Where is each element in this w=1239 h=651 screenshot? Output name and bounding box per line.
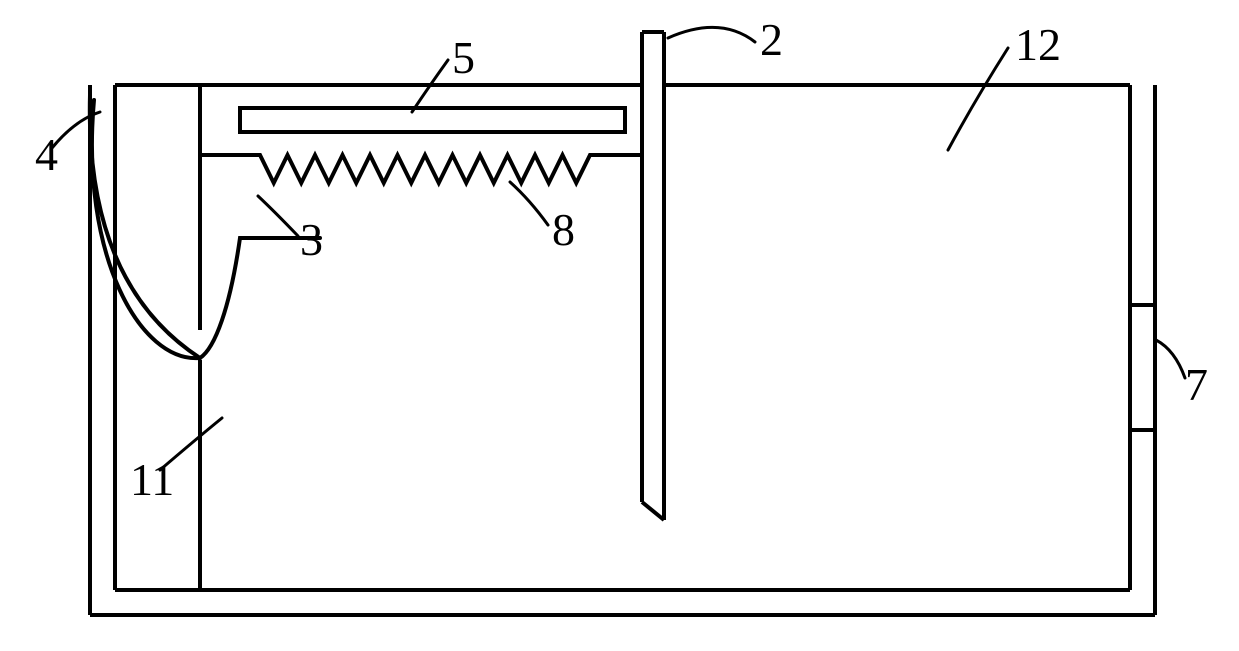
label-8: 8 [552,204,575,255]
label-7: 7 [1185,359,1208,410]
label-11: 11 [130,454,174,505]
label-4: 4 [35,129,58,180]
label-3: 3 [300,214,323,265]
label-12: 12 [1015,19,1061,70]
label-5: 5 [452,32,475,83]
label-2: 2 [760,14,783,65]
technical-diagram: 2 3 4 5 7 8 11 12 [0,0,1239,651]
